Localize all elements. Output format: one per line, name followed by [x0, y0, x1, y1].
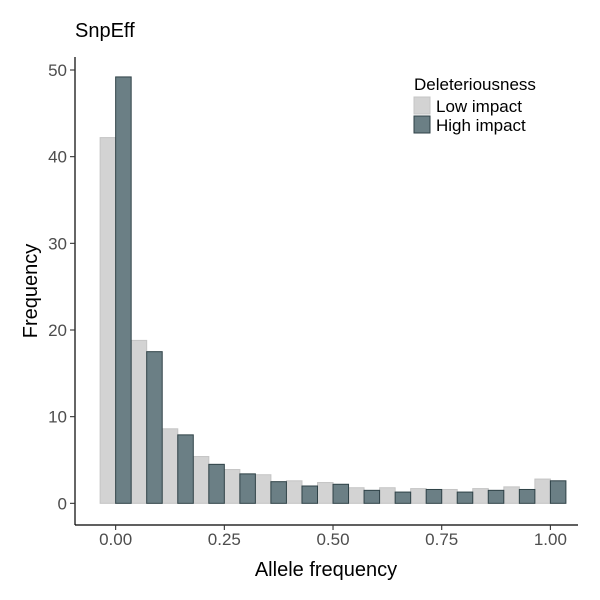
bar-low-impact-3 [192, 456, 210, 504]
y-axis-ticks: 0 10 20 30 40 50 [48, 61, 75, 513]
bar-low-impact-13 [503, 486, 520, 504]
x-axis-ticks: 0.00 0.25 0.50 0.75 1.00 [99, 525, 567, 549]
bar-high-impact-14 [549, 480, 567, 504]
y-tick-label-1: 10 [48, 408, 67, 427]
legend-swatch-low-impact [413, 96, 431, 115]
bar-high-impact-0 [115, 76, 132, 504]
x-tick-label-3: 0.75 [425, 530, 458, 549]
legend-label-high-impact: High impact [436, 116, 526, 135]
bar-low-impact-0 [99, 137, 117, 504]
y-tick-label-5: 50 [48, 61, 67, 80]
x-tick-label-4: 1.00 [534, 530, 567, 549]
y-axis-label: Frequency [20, 244, 42, 339]
bars-group [99, 76, 567, 504]
bar-low-impact-5 [254, 474, 272, 504]
bar-high-impact-1 [146, 351, 163, 504]
bar-low-impact-14 [534, 478, 551, 504]
bar-low-impact-9 [379, 487, 396, 504]
legend-title: Deleteriousness [414, 75, 536, 94]
bar-low-impact-1 [130, 339, 148, 504]
bar-high-impact-4 [239, 473, 256, 504]
bar-high-impact-10 [425, 488, 443, 504]
bar-high-impact-2 [177, 434, 194, 504]
y-tick-label-3: 30 [48, 234, 67, 253]
x-tick-label-0: 0.00 [99, 530, 132, 549]
bar-low-impact-2 [161, 428, 179, 504]
x-tick-label-2: 0.50 [316, 530, 349, 549]
legend-label-low-impact: Low impact [436, 97, 522, 116]
bar-high-impact-13 [518, 488, 536, 504]
bar-high-impact-11 [456, 491, 474, 504]
bar-low-impact-6 [285, 480, 303, 504]
bar-high-impact-7 [332, 483, 350, 504]
y-tick-label-2: 20 [48, 321, 67, 340]
bar-low-impact-8 [348, 487, 365, 504]
bar-low-impact-10 [410, 488, 427, 504]
x-tick-label-1: 0.25 [208, 530, 241, 549]
chart-title: SnpEff [75, 20, 135, 42]
bar-high-impact-5 [270, 481, 287, 504]
bar-low-impact-11 [441, 488, 458, 504]
bar-high-impact-9 [394, 491, 412, 504]
bar-high-impact-8 [363, 489, 381, 504]
y-tick-label-0: 0 [58, 494, 67, 513]
x-axis-label: Allele frequency [255, 559, 397, 581]
bar-low-impact-12 [472, 488, 489, 504]
y-tick-label-4: 40 [48, 148, 67, 167]
bar-low-impact-7 [317, 482, 334, 504]
bar-high-impact-6 [301, 485, 319, 504]
bar-high-impact-3 [208, 463, 225, 504]
bar-low-impact-4 [223, 469, 241, 504]
legend-swatch-high-impact [413, 115, 431, 134]
bar-high-impact-12 [487, 489, 505, 504]
